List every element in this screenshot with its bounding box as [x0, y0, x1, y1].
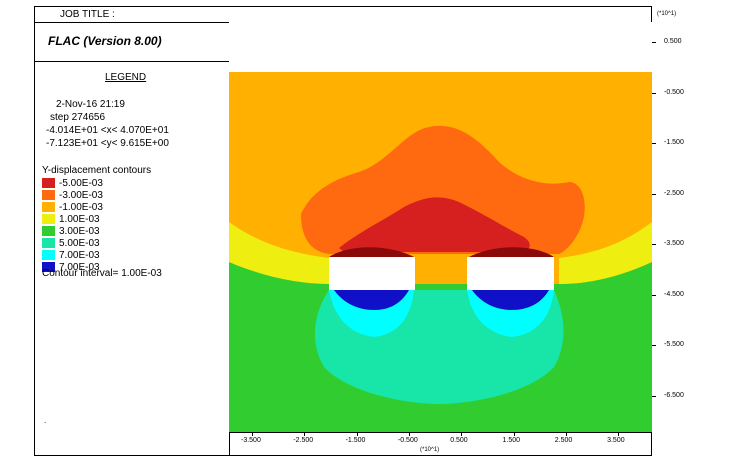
x-tick-mark [408, 432, 410, 436]
y-tick-mark [652, 193, 656, 195]
x-tick-label: 0.500 [450, 437, 468, 444]
contour-label: 5.00E-03 [59, 238, 100, 249]
x-tick-label: -0.500 [397, 437, 418, 444]
y-tick-label: -6.500 [664, 391, 684, 399]
y-tick-label: 0.500 [664, 38, 682, 45]
version-title: FLAC (Version 8.00) [48, 34, 162, 48]
footnote-dot: . [44, 416, 47, 425]
x-tick-mark [513, 432, 515, 436]
legend-title: LEGEND [105, 72, 147, 83]
y-tick-mark [652, 345, 656, 346]
y-tick-mark [652, 92, 656, 94]
x-tick-mark [461, 432, 463, 436]
contour-row: 7.00E-03 [42, 250, 100, 262]
step-line: step 274656 [50, 112, 106, 123]
contour-label: 7.00E-03 [59, 262, 100, 273]
contour-interval: Contour interval= 1.00E-03 [42, 268, 162, 279]
x-scale-label: (*10^1) [420, 447, 440, 453]
y-scale-label: (*10^1) [657, 11, 677, 17]
x-tick-mark [565, 432, 567, 436]
contour-swatch [42, 238, 55, 249]
date-line: 2-Nov-16 21:19 [56, 99, 125, 110]
y-tick-label: -4.500 [664, 290, 684, 298]
y-tick-mark [652, 395, 656, 397]
contour-label: -5.00E-03 [59, 178, 103, 189]
contour-label: 1.00E-03 [59, 214, 100, 225]
contour-row: 7.00E-03 [42, 262, 100, 274]
contour-swatch [42, 226, 55, 237]
lobe-blue-left [334, 290, 409, 310]
contour-row: 1.00E-03 [42, 214, 100, 226]
y-tick-label: -1.500 [664, 139, 684, 146]
contour-row: -3.00E-03 [42, 190, 103, 202]
contour-swatch [42, 190, 55, 201]
region-orange-red [301, 125, 585, 254]
y-tick-label: -5.500 [664, 341, 684, 348]
lobe-blue-right [472, 290, 549, 310]
x-tick-mark [356, 432, 358, 436]
y-tick-mark [652, 244, 656, 245]
contour-row: -1.00E-03 [42, 202, 103, 214]
contour-swatch [42, 178, 55, 189]
x-tick-mark [618, 432, 620, 436]
contour-row: 3.00E-03 [42, 226, 100, 238]
y-tick-mark [652, 42, 656, 43]
contour-row: -5.00E-03 [42, 178, 103, 190]
region-yellow-right [559, 222, 652, 284]
y-range: -7.123E+01 <y< 9.615E+00 [46, 138, 169, 149]
contour-label: 7.00E-03 [59, 250, 100, 261]
x-tick-label: -1.500 [345, 437, 366, 444]
x-range: -4.014E+01 <x< 4.070E+01 [46, 125, 169, 136]
x-tick-label: 3.500 [607, 437, 625, 444]
y-tick-mark [652, 143, 656, 144]
opening-right [467, 257, 554, 290]
y-tick-label: -3.500 [664, 240, 684, 247]
contour-title: Y-displacement contours [42, 165, 152, 176]
y-tick-label: -0.500 [664, 88, 684, 96]
region-red [339, 197, 530, 252]
y-tick-label: -2.500 [664, 189, 684, 197]
contour-swatch [42, 262, 55, 273]
x-tick-label: 1.500 [502, 437, 521, 444]
x-tick-mark [304, 432, 306, 436]
x-tick-label: 2.500 [554, 437, 573, 444]
job-title: JOB TITLE : [60, 9, 115, 20]
contour-swatch [42, 214, 55, 225]
contour-plot [229, 22, 652, 432]
x-tick-mark [252, 432, 253, 436]
y-tick-mark [652, 294, 656, 296]
contour-swatch [42, 202, 55, 213]
opening-left [329, 257, 415, 290]
plot-top-blank [229, 22, 652, 72]
contour-swatch [42, 250, 55, 261]
contour-label: -1.00E-03 [59, 202, 103, 213]
title-divider [34, 61, 229, 62]
contour-label: 3.00E-03 [59, 226, 100, 237]
contour-label: -3.00E-03 [59, 190, 103, 201]
contour-row: 5.00E-03 [42, 238, 100, 250]
region-yellow-left [229, 222, 329, 284]
arc-dark-right [469, 247, 554, 257]
x-axis-line [229, 432, 652, 433]
arc-dark-left [329, 247, 414, 257]
x-tick-label: -3.500 [241, 437, 261, 444]
x-tick-label: -2.500 [293, 437, 314, 444]
